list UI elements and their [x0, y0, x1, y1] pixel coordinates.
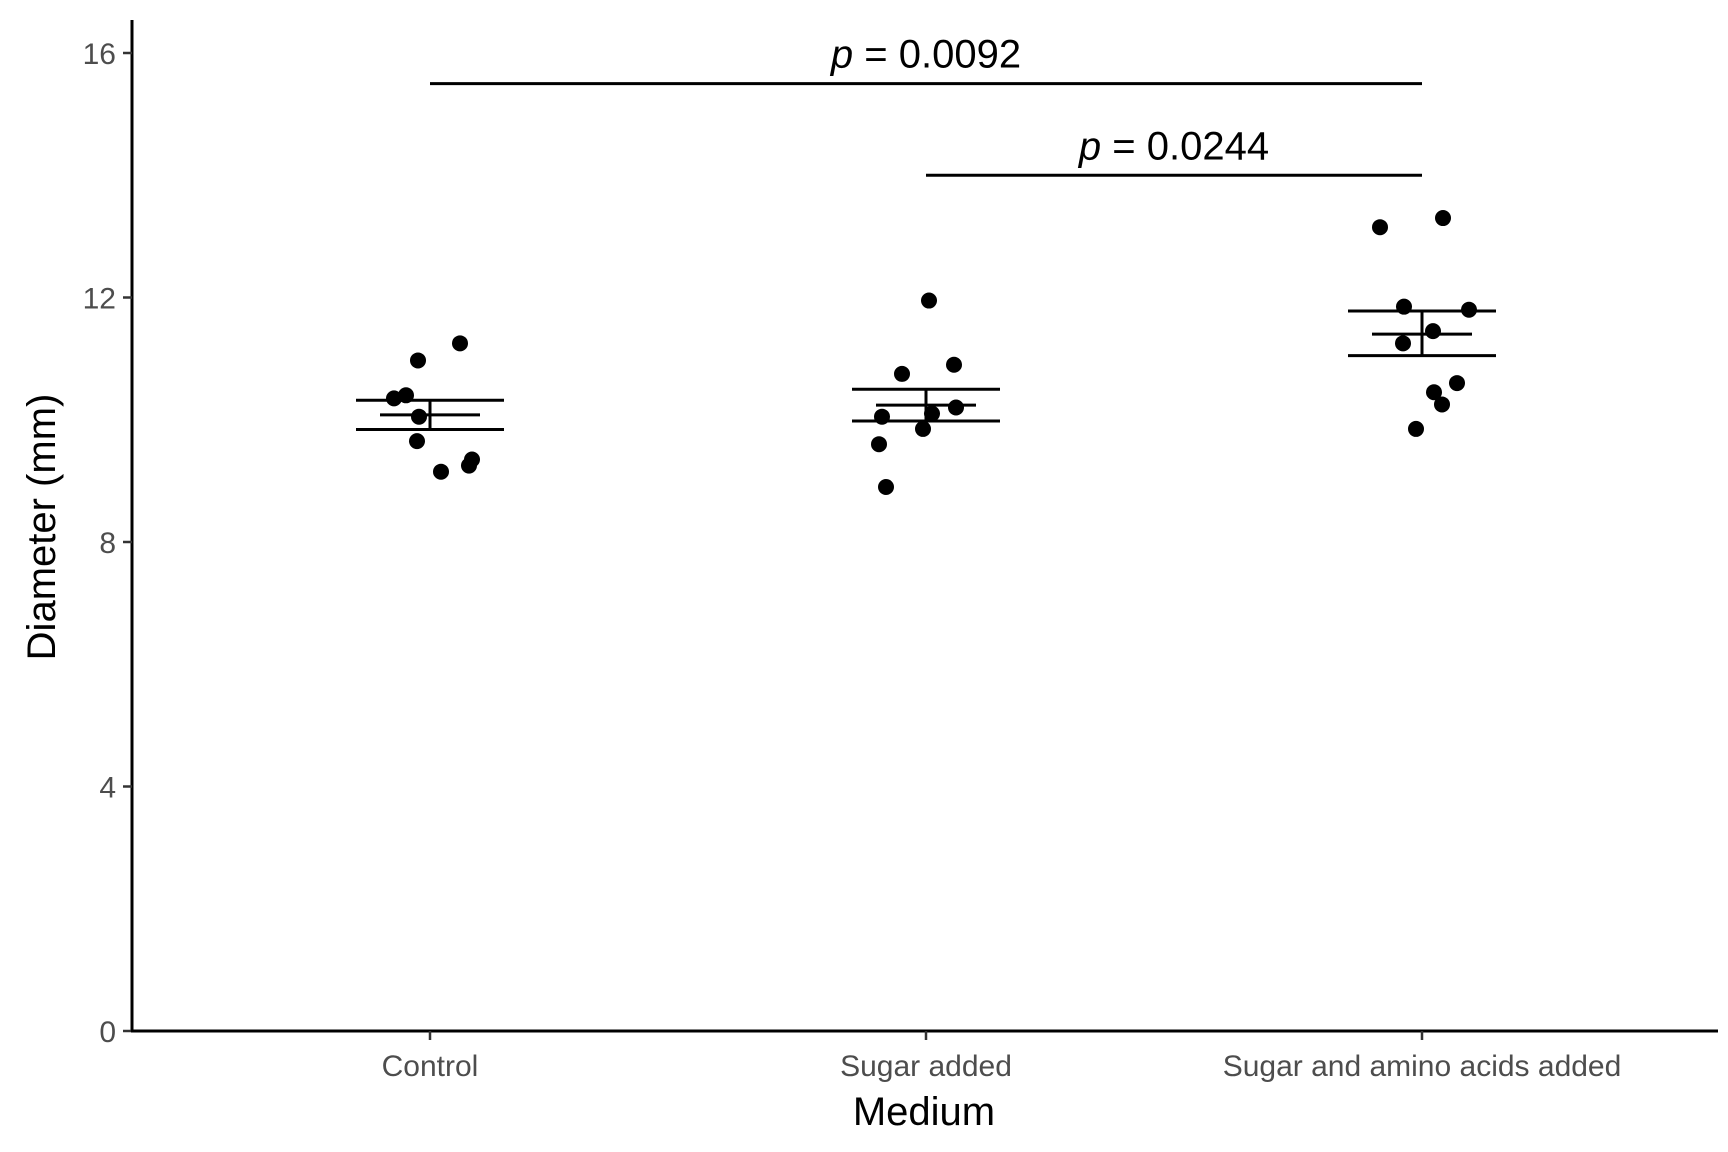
p-symbol: p: [830, 33, 853, 77]
p-value: 0.0244: [1147, 124, 1269, 168]
data-point: [1396, 298, 1412, 315]
data-point: [464, 451, 480, 468]
data-point: [871, 436, 887, 453]
data-point: [411, 408, 427, 425]
data-point: [921, 292, 937, 309]
p-value: 0.0092: [899, 33, 1021, 77]
p-symbol: p: [1078, 124, 1101, 168]
y-axis-title: Diameter (mm): [20, 394, 64, 661]
data-point: [894, 365, 910, 382]
data-point: [409, 433, 425, 450]
data-point: [452, 335, 468, 352]
data-point: [1408, 420, 1424, 437]
y-tick-label: 8: [99, 527, 116, 560]
p-value-label: p = 0.0092: [830, 33, 1021, 77]
x-tick-label: Control: [382, 1050, 479, 1083]
data-point: [1372, 219, 1388, 236]
p-value-label: p = 0.0244: [1078, 124, 1269, 168]
data-point: [1425, 323, 1441, 340]
data-point: [1461, 301, 1477, 318]
data-point: [915, 420, 931, 437]
equals-sign: =: [1101, 124, 1147, 168]
data-point: [1395, 335, 1411, 352]
data-point: [878, 478, 894, 495]
y-tick-label: 12: [83, 283, 116, 316]
y-axis: 0 4 8 12 16: [83, 20, 134, 1049]
x-axis-title: Medium: [853, 1090, 995, 1134]
x-tick-label: Sugar and amino acids added: [1223, 1050, 1622, 1083]
data-point: [1449, 375, 1465, 392]
y-tick-label: 4: [99, 772, 116, 805]
equals-sign: =: [853, 33, 899, 77]
y-tick-label: 16: [83, 38, 116, 71]
data-point: [1435, 210, 1451, 227]
data-point: [1434, 396, 1450, 413]
data-point: [386, 390, 402, 407]
data-point: [433, 463, 449, 480]
data-point: [874, 408, 890, 425]
x-axis: Control Sugar added Sugar and amino acids …: [131, 1029, 1718, 1083]
data-points: [386, 210, 1477, 495]
x-tick-label: Sugar added: [840, 1050, 1012, 1083]
data-point: [924, 405, 940, 422]
data-point: [948, 399, 964, 416]
data-point: [946, 356, 962, 373]
data-point: [398, 387, 414, 404]
y-tick-label: 0: [99, 1016, 116, 1049]
data-point: [410, 352, 426, 369]
data-point: [1426, 384, 1442, 401]
mean-error-bars: [356, 309, 1496, 432]
